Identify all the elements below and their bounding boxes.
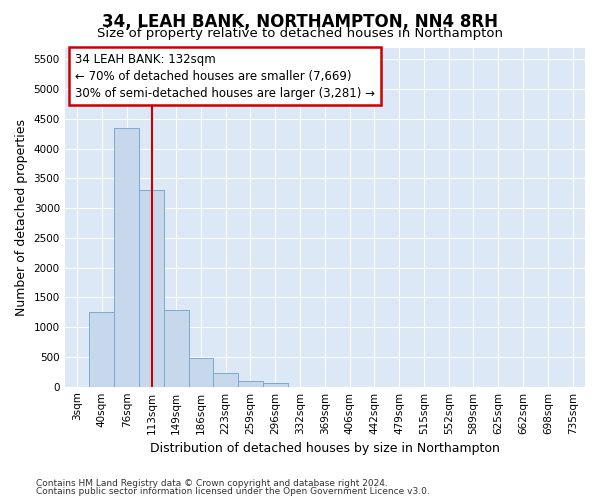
Text: Contains public sector information licensed under the Open Government Licence v3: Contains public sector information licen…	[36, 487, 430, 496]
Text: Size of property relative to detached houses in Northampton: Size of property relative to detached ho…	[97, 28, 503, 40]
Text: 34 LEAH BANK: 132sqm
← 70% of detached houses are smaller (7,669)
30% of semi-de: 34 LEAH BANK: 132sqm ← 70% of detached h…	[75, 52, 375, 100]
Bar	[238, 380, 263, 386]
Bar	[164, 310, 188, 386]
Y-axis label: Number of detached properties: Number of detached properties	[15, 118, 28, 316]
Bar	[188, 358, 214, 386]
X-axis label: Distribution of detached houses by size in Northampton: Distribution of detached houses by size …	[150, 442, 500, 455]
Bar	[139, 190, 164, 386]
Bar	[89, 312, 114, 386]
Bar	[263, 383, 287, 386]
Text: 34, LEAH BANK, NORTHAMPTON, NN4 8RH: 34, LEAH BANK, NORTHAMPTON, NN4 8RH	[102, 12, 498, 30]
Bar	[214, 373, 238, 386]
Text: Contains HM Land Registry data © Crown copyright and database right 2024.: Contains HM Land Registry data © Crown c…	[36, 478, 388, 488]
Bar	[114, 128, 139, 386]
